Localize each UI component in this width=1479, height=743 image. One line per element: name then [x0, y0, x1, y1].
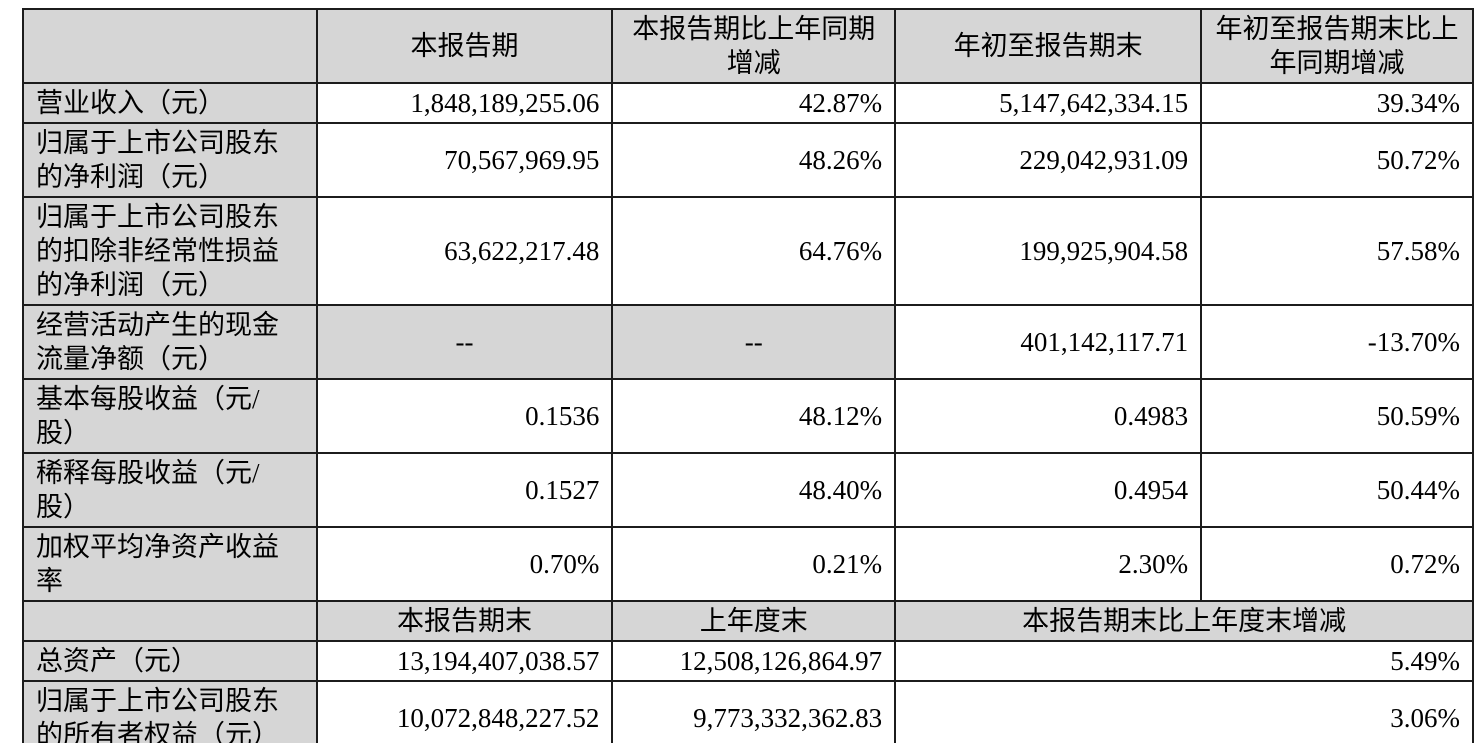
- row-label: 加权平均净资产收益 率: [22, 526, 318, 602]
- table-row-total-assets: 总资产（元） 13,194,407,038.57 12,508,126,864.…: [22, 640, 1474, 682]
- value-cell: 0.4983: [894, 378, 1203, 454]
- value-cell: 0.1536: [315, 378, 614, 454]
- col-header-end-of-report-period: 本报告期末: [315, 600, 614, 642]
- value-cell: 70,567,969.95: [315, 122, 614, 198]
- corner-cell: [22, 8, 318, 84]
- value-cell: 48.40%: [611, 452, 897, 528]
- value-cell: 39.34%: [1200, 82, 1474, 124]
- table-row-basic-eps: 基本每股收益（元/ 股） 0.1536 48.12% 0.4983 50.59%: [22, 378, 1474, 454]
- value-cell: 50.44%: [1200, 452, 1474, 528]
- quarterly-financials-table: 本报告期 本报告期比上年同期 增减 年初至报告期末 年初至报告期末比上 年同期增…: [22, 8, 1474, 743]
- value-cell: 199,925,904.58: [894, 196, 1203, 306]
- table-row-net-profit-excl-nonrecurring: 归属于上市公司股东 的扣除非经常性损益 的净利润（元） 63,622,217.4…: [22, 196, 1474, 306]
- table-row-diluted-eps: 稀释每股收益（元/ 股） 0.1527 48.40% 0.4954 50.44%: [22, 452, 1474, 528]
- col-header-current-period-yoy-change: 本报告期比上年同期 增减: [611, 8, 897, 84]
- value-cell: 401,142,117.71: [894, 304, 1203, 380]
- value-cell: 5,147,642,334.15: [894, 82, 1203, 124]
- col-header-year-to-date: 年初至报告期末: [894, 8, 1203, 84]
- value-cell: 2.30%: [894, 526, 1203, 602]
- value-cell: 64.76%: [611, 196, 897, 306]
- row-label: 稀释每股收益（元/ 股）: [22, 452, 318, 528]
- table-row-weighted-avg-roe: 加权平均净资产收益 率 0.70% 0.21% 2.30% 0.72%: [22, 526, 1474, 602]
- table-row-net-profit: 归属于上市公司股东 的净利润（元） 70,567,969.95 48.26% 2…: [22, 122, 1474, 198]
- col-header-end-of-prior-year: 上年度末: [611, 600, 897, 642]
- value-cell-empty: --: [611, 304, 897, 380]
- row-label: 归属于上市公司股东 的所有者权益（元）: [22, 680, 318, 743]
- row-label: 基本每股收益（元/ 股）: [22, 378, 318, 454]
- value-cell: 3.06%: [894, 680, 1474, 743]
- value-cell: 0.4954: [894, 452, 1203, 528]
- value-cell: 57.58%: [1200, 196, 1474, 306]
- value-cell: 42.87%: [611, 82, 897, 124]
- row-label: 经营活动产生的现金 流量净额（元）: [22, 304, 318, 380]
- value-cell: 0.21%: [611, 526, 897, 602]
- value-cell: -13.70%: [1200, 304, 1474, 380]
- col-header-change-vs-prior-year-end: 本报告期末比上年度末增减: [894, 600, 1474, 642]
- row-label: 归属于上市公司股东 的净利润（元）: [22, 122, 318, 198]
- value-cell: 5.49%: [894, 640, 1474, 682]
- value-cell: 48.12%: [611, 378, 897, 454]
- value-cell: 229,042,931.09: [894, 122, 1203, 198]
- value-cell: 10,072,848,227.52: [315, 680, 614, 743]
- row-label: 总资产（元）: [22, 640, 318, 682]
- table-row-shareholders-equity: 归属于上市公司股东 的所有者权益（元） 10,072,848,227.52 9,…: [22, 680, 1474, 743]
- value-cell-empty: --: [315, 304, 614, 380]
- value-cell: 1,848,189,255.06: [315, 82, 614, 124]
- value-cell: 0.70%: [315, 526, 614, 602]
- col-header-year-to-date-yoy-change: 年初至报告期末比上 年同期增减: [1200, 8, 1474, 84]
- table-row-operating-revenue: 营业收入（元） 1,848,189,255.06 42.87% 5,147,64…: [22, 82, 1474, 124]
- value-cell: 0.72%: [1200, 526, 1474, 602]
- value-cell: 12,508,126,864.97: [611, 640, 897, 682]
- table-row-operating-cash-flow: 经营活动产生的现金 流量净额（元） -- -- 401,142,117.71 -…: [22, 304, 1474, 380]
- header-row-period-end: 本报告期末 上年度末 本报告期末比上年度末增减: [22, 600, 1474, 642]
- col-header-current-period: 本报告期: [315, 8, 614, 84]
- value-cell: 50.59%: [1200, 378, 1474, 454]
- value-cell: 50.72%: [1200, 122, 1474, 198]
- value-cell: 9,773,332,362.83: [611, 680, 897, 743]
- value-cell: 0.1527: [315, 452, 614, 528]
- value-cell: 13,194,407,038.57: [315, 640, 614, 682]
- header-row-period: 本报告期 本报告期比上年同期 增减 年初至报告期末 年初至报告期末比上 年同期增…: [22, 8, 1474, 84]
- row-label: 归属于上市公司股东 的扣除非经常性损益 的净利润（元）: [22, 196, 318, 306]
- value-cell: 48.26%: [611, 122, 897, 198]
- corner-cell: [22, 600, 318, 642]
- row-label: 营业收入（元）: [22, 82, 318, 124]
- value-cell: 63,622,217.48: [315, 196, 614, 306]
